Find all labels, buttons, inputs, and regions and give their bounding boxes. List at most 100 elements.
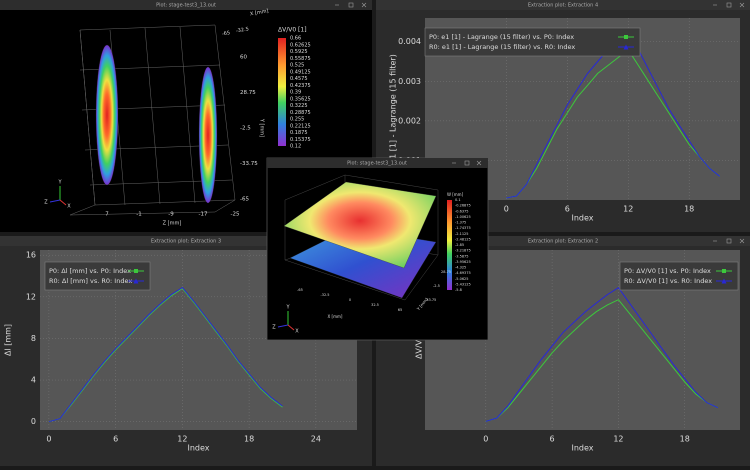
colorbar-label: 0.1875 [290,130,308,136]
window-buttons[interactable] [452,160,482,166]
legend-label: R0: Δl [mm] vs. R0: Index [49,277,132,285]
series-line [485,299,719,422]
legend-box [44,261,151,291]
triad-axis [59,199,67,206]
surface-left [95,44,119,186]
x-tick-label: 6 [550,435,555,444]
colorbar-label: 0.49125 [290,69,311,75]
colorbar-label: -3.5875 [455,254,469,258]
colorbar-label: 0.15375 [290,137,311,143]
colorbar-label: -1.00625 [455,215,471,219]
colorbar-label: -0.26875 [455,204,471,208]
legend-marker [624,35,628,39]
y-axis-label: e1 [1] - Lagrange (15 filter) [389,54,398,164]
colorbar [447,200,452,290]
colorbar-label: -2.48125 [455,237,471,241]
legend-label: P0: ΔV/V0 [1] vs. P0: Index [624,267,711,275]
colorbar-label: -1.375 [455,221,466,225]
window-title: Extraction plot: Extraction 2 [528,239,598,245]
y-tick-label: 12 [26,292,36,301]
axis-label: Y [mm] [259,118,265,137]
surface-right [198,66,218,204]
legend-box [619,261,739,291]
triad-axis [287,324,295,331]
axis-tick-label: -33.75 [240,161,258,167]
x-tick-label: 0 [483,435,488,444]
colorbar-label: 0.3225 [290,103,308,109]
legend-label: R0: ΔV/V0 [1] vs. R0: Index [624,277,712,285]
legend-box [424,27,641,57]
series-line [48,286,283,423]
axis-tick-label: -32.5 [320,293,329,297]
legend-label: R0: e1 [1] - Lagrange (15 filter) vs. R0… [429,43,575,51]
y-tick-label: 16 [26,251,36,260]
axis-tick-label: -9 [168,212,174,218]
colorbar [278,38,286,146]
x-tick-label: 12 [177,435,187,444]
colorbar-label: 0.22125 [290,123,311,129]
y-tick-label: 4 [31,376,36,385]
triad-label: Y [57,180,62,186]
x-tick-label: 24 [311,435,321,444]
legend-marker [623,44,629,50]
axis-tick-label: 28.75 [240,90,256,96]
window-title: Extraction plot: Extraction 3 [151,239,221,245]
window-3d: Plot: stage-test3_13.out [0,0,372,232]
axis-tick-label: 60 [240,55,247,61]
colorbar-label: 0.5925 [290,49,308,55]
triad-label: Z [44,200,48,206]
colorbar-label: -4.325 [455,266,466,270]
legend-marker [722,269,726,273]
series-line [506,48,721,199]
x-tick-label: 0 [504,205,509,214]
colorbar-label: 0.62625 [290,42,311,48]
colorbar-label: -2.85 [455,243,464,247]
colorbar-title: ΔV/V0 [1] [278,27,307,34]
x-axis-label: Index [571,214,593,223]
plot-3d: ΔV/V0 [1] X [mm] Y [mm] Z [mm] 0.660.626… [44,8,310,226]
axis-tick-label: 65 [398,308,402,312]
colorbar-label: 0.525 [290,63,304,69]
legend-marker [134,269,138,273]
title-bar [0,0,372,10]
colorbar-label: 0.39 [290,90,301,96]
window-title: Extraction plot: Extraction 4 [528,3,598,9]
axis-label: X [mm] [328,314,343,319]
series-line [48,287,283,423]
colorbar-label: -2.1125 [455,232,469,236]
colorbar-label: 0.66 [290,36,301,42]
axis-tick-label: -33.75 [425,298,436,302]
axis-tick-label: 0 [349,298,351,302]
y-tick-label: 0.003 [398,77,421,86]
x-axis-label: Index [187,444,209,453]
colorbar-label: 0.1 [455,198,461,202]
colorbar-label: -5.0625 [455,277,469,281]
x-tick-label: 6 [113,435,118,444]
axis-tick-label: -2.5 [433,284,440,288]
axis-tick-label: 7 [105,212,109,218]
colorbar-label: -3.21875 [455,249,471,253]
legend-marker [721,278,727,284]
x-tick-label: 18 [244,435,254,444]
colorbar-label: 0.42375 [290,83,311,89]
x-axis-label: Index [571,444,593,453]
surface-top [283,181,437,269]
colorbar-label: -4.69375 [455,271,471,275]
title-bar [0,236,372,246]
axis-tick-label: 32.5 [371,303,379,307]
x-tick-label: 18 [684,205,694,214]
colorbar-label: -3.95625 [455,260,471,264]
series-line [485,287,719,422]
axis-tick-label: -1 [136,212,141,218]
axis-tick-label: -2.5 [240,126,251,132]
colorbar-label: 0.28875 [290,110,311,116]
window-title: Plot: stage-test3_13.out [347,161,407,167]
colorbar-label: -1.74375 [455,226,471,230]
axis-tick-label: 28.75 [441,270,451,274]
triad-label: Z [272,325,276,331]
colorbar-label: 0.55875 [290,56,311,62]
axis-tick-label: -32.5 [236,26,250,34]
x-tick-label: 18 [680,435,690,444]
triad-label: X [295,329,299,335]
